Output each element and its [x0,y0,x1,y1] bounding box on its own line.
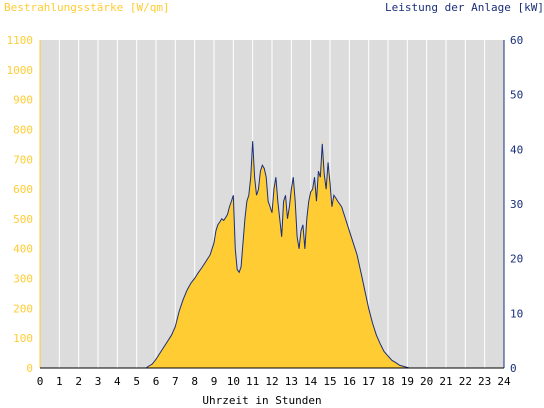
x-tick-label: 14 [304,375,318,388]
left-tick-label: 200 [13,302,33,315]
irradiance-area [40,138,504,368]
x-tick-label: 23 [478,375,491,388]
right-tick-label: 50 [510,89,523,102]
x-tick-label: 6 [153,375,160,388]
x-tick-label: 24 [497,375,511,388]
left-tick-label: 100 [13,332,33,345]
x-tick-label: 13 [285,375,298,388]
left-tick-label: 1100 [7,34,34,47]
x-ticks: 0 1 2 3 4 5 6 7 8 9 10 11 12 13 14 15 16 17 18 19 20 21 22 23 24 [37,375,511,388]
x-tick-label: 8 [191,375,198,388]
x-tick-label: 5 [133,375,140,388]
x-tick-label: 20 [420,375,433,388]
x-tick-label: 9 [211,375,218,388]
x-tick-label: 18 [381,375,394,388]
left-tick-label: 700 [13,153,33,166]
left-tick-label: 400 [13,243,33,256]
power-line [40,141,504,369]
x-tick-label: 19 [401,375,414,388]
right-tick-label: 20 [510,253,523,266]
x-tick-label: 15 [323,375,336,388]
left-tick-label: 800 [13,123,33,136]
left-axis-title: Bestrahlungsstärke [W/qm] [4,1,170,14]
left-tick-label: 600 [13,183,33,196]
right-tick-label: 0 [510,362,517,375]
left-tick-label: 900 [13,94,33,107]
left-tick-label: 500 [13,213,33,226]
x-tick-label: 16 [343,375,356,388]
x-tick-label: 11 [246,375,259,388]
right-y-ticks: 0 10 20 30 40 50 60 [510,34,523,375]
left-tick-label: 1000 [7,64,34,77]
left-y-ticks: 0 100 200 300 400 500 600 700 800 900 1000 1100 [7,34,34,375]
x-tick-label: 2 [75,375,82,388]
x-tick-label: 0 [37,375,44,388]
right-axis-title: Leistung der Anlage [kW] [385,1,544,14]
right-tick-label: 30 [510,198,523,211]
x-tick-label: 12 [265,375,278,388]
x-tick-label: 3 [95,375,102,388]
x-tick-label: 4 [114,375,121,388]
right-tick-label: 40 [510,143,523,156]
x-tick-label: 17 [362,375,375,388]
right-tick-label: 10 [510,307,523,320]
left-tick-label: 300 [13,273,33,286]
x-tick-label: 1 [56,375,63,388]
x-tick-label: 22 [459,375,472,388]
right-tick-label: 60 [510,34,523,47]
x-tick-label: 10 [227,375,240,388]
left-tick-label: 0 [26,362,33,375]
x-tick-label: 21 [439,375,452,388]
x-tick-label: 7 [172,375,179,388]
x-axis-label: Uhrzeit in Stunden [202,394,321,407]
